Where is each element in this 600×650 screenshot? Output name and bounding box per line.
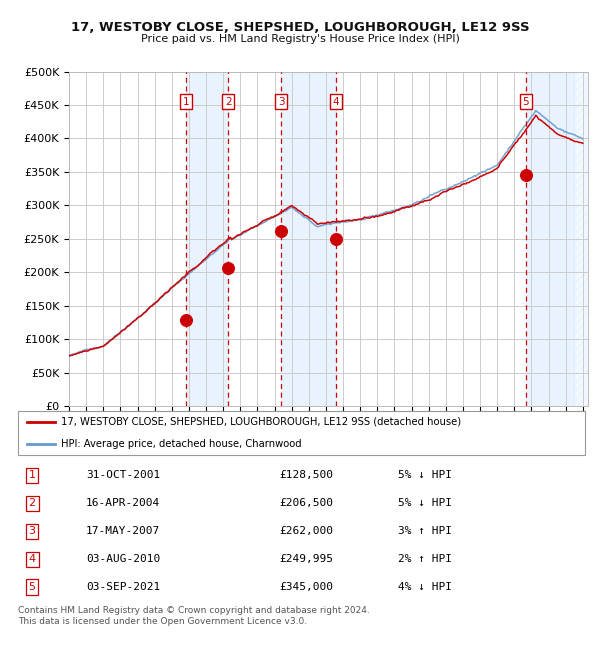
FancyBboxPatch shape (18, 411, 585, 455)
Text: 2% ↑ HPI: 2% ↑ HPI (398, 554, 452, 564)
Text: 17-MAY-2007: 17-MAY-2007 (86, 526, 160, 536)
Text: 4% ↓ HPI: 4% ↓ HPI (398, 582, 452, 592)
Text: 03-AUG-2010: 03-AUG-2010 (86, 554, 160, 564)
Text: 31-OCT-2001: 31-OCT-2001 (86, 471, 160, 480)
Text: £262,000: £262,000 (279, 526, 333, 536)
Bar (526, 72, 574, 406)
Text: 17, WESTOBY CLOSE, SHEPSHED, LOUGHBOROUGH, LE12 9SS (detached house): 17, WESTOBY CLOSE, SHEPSHED, LOUGHBOROUG… (61, 417, 461, 427)
Point (331, 234, 341, 244)
Text: Contains HM Land Registry data © Crown copyright and database right 2024.: Contains HM Land Registry data © Crown c… (18, 606, 370, 615)
Text: 1: 1 (182, 97, 190, 107)
Text: 3: 3 (278, 97, 284, 107)
Text: 2: 2 (29, 499, 36, 508)
Text: 03-SEP-2021: 03-SEP-2021 (86, 582, 160, 592)
Text: £345,000: £345,000 (279, 582, 333, 592)
Bar (574, 72, 588, 406)
Text: 3% ↑ HPI: 3% ↑ HPI (398, 526, 452, 536)
Bar (281, 72, 336, 406)
Bar (186, 72, 228, 406)
Text: 5: 5 (523, 97, 529, 107)
Text: 17, WESTOBY CLOSE, SHEPSHED, LOUGHBOROUGH, LE12 9SS: 17, WESTOBY CLOSE, SHEPSHED, LOUGHBOROUG… (71, 21, 529, 34)
Text: 4: 4 (333, 97, 340, 107)
Text: £249,995: £249,995 (279, 554, 333, 564)
Text: 16-APR-2004: 16-APR-2004 (86, 499, 160, 508)
Text: 2: 2 (225, 97, 232, 107)
Text: 4: 4 (29, 554, 36, 564)
Text: £128,500: £128,500 (279, 471, 333, 480)
Text: 5% ↓ HPI: 5% ↓ HPI (398, 471, 452, 480)
Text: Price paid vs. HM Land Registry's House Price Index (HPI): Price paid vs. HM Land Registry's House … (140, 34, 460, 44)
Point (276, 226, 286, 236)
Text: This data is licensed under the Open Government Licence v3.0.: This data is licensed under the Open Gov… (18, 618, 307, 627)
Point (223, 263, 233, 273)
Text: 5: 5 (29, 582, 35, 592)
Point (521, 170, 530, 181)
Text: £206,500: £206,500 (279, 499, 333, 508)
Text: 5% ↓ HPI: 5% ↓ HPI (398, 499, 452, 508)
Text: 3: 3 (29, 526, 35, 536)
Point (181, 315, 191, 326)
Text: 1: 1 (29, 471, 35, 480)
Text: HPI: Average price, detached house, Charnwood: HPI: Average price, detached house, Char… (61, 439, 301, 449)
